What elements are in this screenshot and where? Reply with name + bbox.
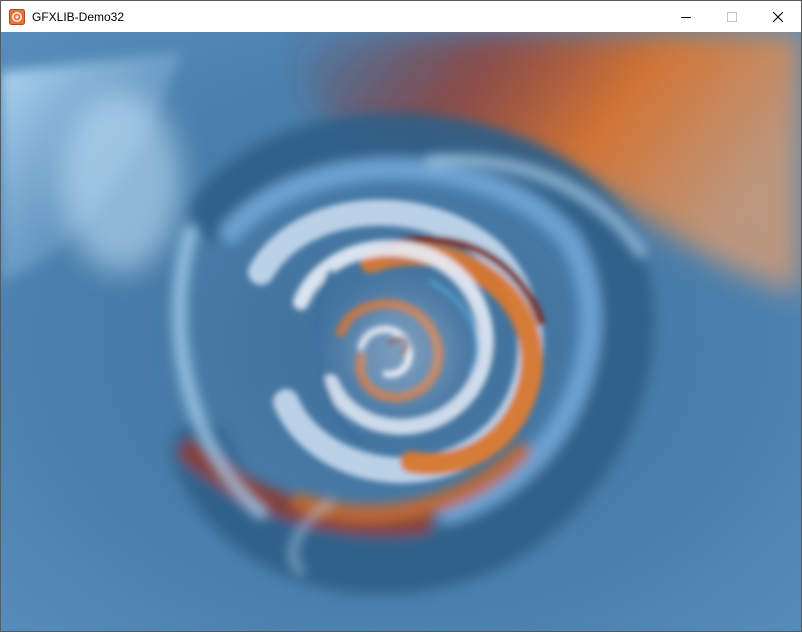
minimize-button[interactable] [663, 1, 709, 32]
maximize-icon [727, 11, 737, 22]
caption-buttons [663, 1, 801, 32]
maximize-button[interactable] [709, 1, 755, 32]
title-bar[interactable]: GFXLIB-Demo32 [1, 1, 801, 32]
swirl-vortex-render [1, 32, 801, 631]
render-canvas[interactable] [1, 32, 801, 631]
close-button[interactable] [755, 1, 801, 32]
window-title: GFXLIB-Demo32 [32, 9, 125, 24]
gfxlib-app-icon [9, 8, 25, 25]
close-icon [773, 11, 783, 22]
minimize-icon [681, 16, 691, 18]
